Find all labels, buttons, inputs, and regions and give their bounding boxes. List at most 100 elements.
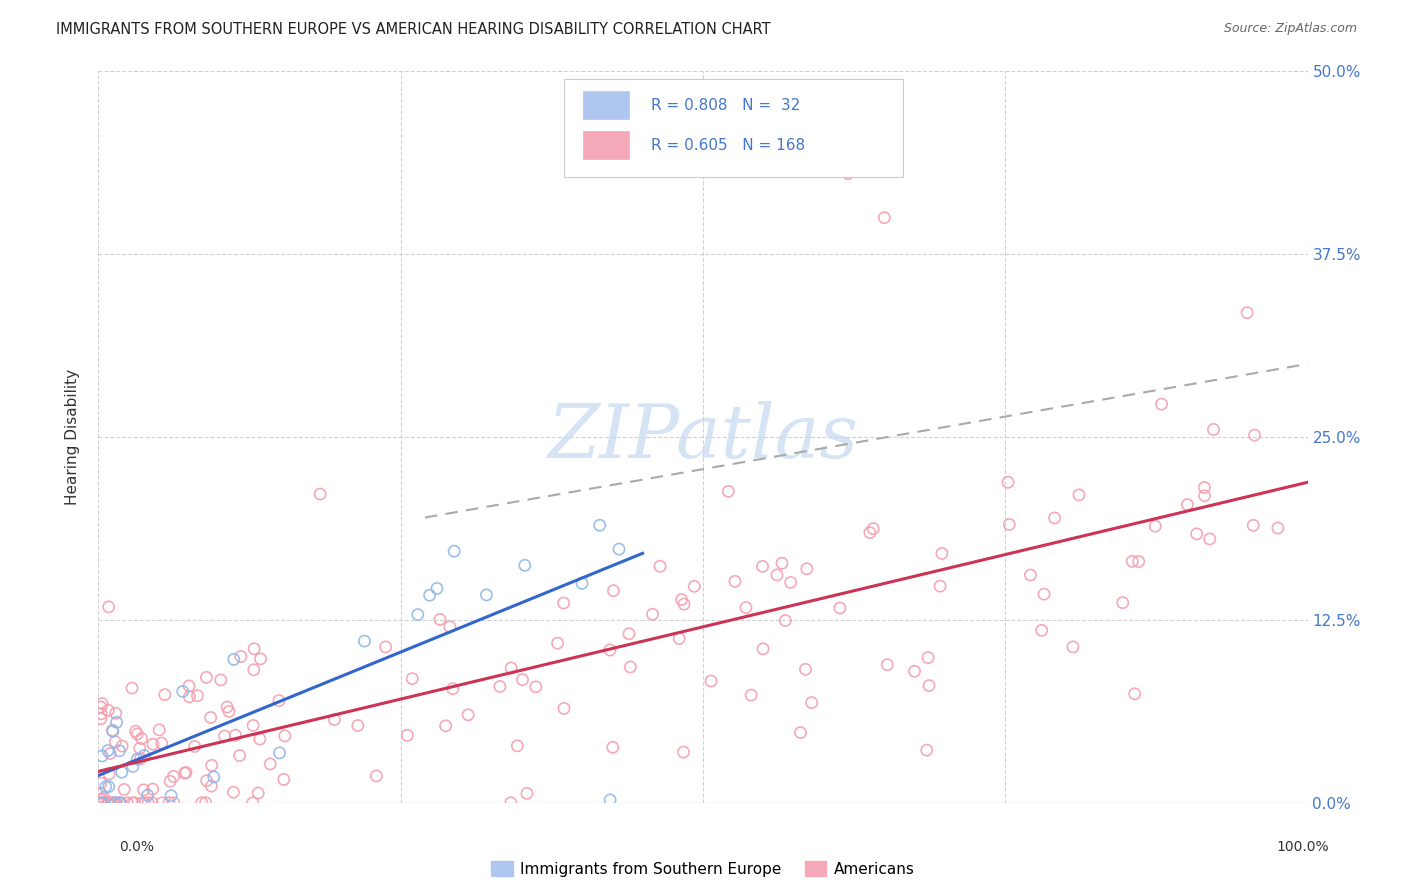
- Point: [599, 793, 621, 807]
- Point: [457, 707, 479, 722]
- Point: [159, 774, 181, 789]
- Point: [124, 796, 146, 810]
- Point: [766, 568, 789, 582]
- Point: [195, 773, 218, 788]
- Point: [873, 211, 896, 225]
- Point: [1123, 687, 1146, 701]
- Text: 0.0%: 0.0%: [120, 840, 155, 855]
- Point: [104, 735, 127, 749]
- Point: [396, 728, 419, 742]
- Point: [918, 679, 941, 693]
- Point: [700, 673, 723, 688]
- Point: [1194, 489, 1216, 503]
- Point: [553, 701, 575, 715]
- Point: [142, 782, 165, 797]
- Point: [101, 796, 124, 810]
- FancyBboxPatch shape: [564, 78, 903, 178]
- Point: [1267, 521, 1289, 535]
- Point: [672, 597, 695, 611]
- Point: [1236, 306, 1258, 320]
- Point: [903, 665, 925, 679]
- Point: [110, 796, 132, 810]
- Point: [794, 662, 817, 676]
- Point: [607, 542, 630, 557]
- Point: [190, 796, 212, 810]
- Point: [800, 696, 823, 710]
- Point: [127, 727, 149, 741]
- Point: [224, 728, 246, 742]
- Point: [91, 796, 114, 810]
- Point: [309, 487, 332, 501]
- Point: [247, 786, 270, 800]
- Point: [141, 796, 163, 810]
- Point: [859, 525, 882, 540]
- Point: [150, 796, 173, 810]
- Point: [489, 680, 512, 694]
- Point: [434, 719, 457, 733]
- Point: [177, 679, 200, 693]
- Point: [717, 484, 740, 499]
- Point: [837, 167, 859, 181]
- Point: [876, 657, 898, 672]
- Point: [162, 769, 184, 783]
- Point: [602, 740, 624, 755]
- Point: [617, 626, 640, 640]
- Point: [1150, 397, 1173, 411]
- Point: [90, 786, 112, 800]
- Point: [200, 710, 222, 724]
- Point: [553, 596, 575, 610]
- Point: [323, 713, 346, 727]
- Point: [103, 796, 125, 810]
- Point: [619, 660, 641, 674]
- Point: [443, 544, 465, 558]
- Point: [1185, 526, 1208, 541]
- Point: [142, 737, 165, 751]
- Point: [98, 796, 121, 810]
- Point: [172, 684, 194, 698]
- Point: [174, 765, 197, 780]
- Y-axis label: Hearing Disability: Hearing Disability: [65, 369, 80, 505]
- Point: [770, 556, 793, 570]
- Point: [406, 607, 429, 622]
- Point: [641, 607, 664, 622]
- Point: [91, 796, 114, 810]
- Text: Source: ZipAtlas.com: Source: ZipAtlas.com: [1223, 22, 1357, 36]
- Point: [201, 758, 224, 772]
- Point: [222, 785, 245, 799]
- Point: [441, 681, 464, 696]
- Point: [516, 786, 538, 800]
- Point: [1067, 488, 1090, 502]
- Point: [862, 522, 884, 536]
- Point: [132, 782, 155, 797]
- FancyBboxPatch shape: [583, 131, 630, 159]
- Point: [735, 600, 758, 615]
- Point: [1177, 498, 1199, 512]
- Point: [1033, 587, 1056, 601]
- FancyBboxPatch shape: [583, 91, 630, 119]
- Point: [90, 796, 112, 810]
- Text: IMMIGRANTS FROM SOUTHERN EUROPE VS AMERICAN HEARING DISABILITY CORRELATION CHART: IMMIGRANTS FROM SOUTHERN EUROPE VS AMERI…: [56, 22, 770, 37]
- Point: [91, 697, 114, 711]
- Point: [1241, 518, 1264, 533]
- Point: [917, 650, 939, 665]
- Point: [90, 792, 112, 806]
- Point: [243, 641, 266, 656]
- Point: [828, 601, 851, 615]
- Point: [501, 661, 523, 675]
- Point: [217, 700, 239, 714]
- Point: [1121, 554, 1143, 568]
- Point: [124, 724, 146, 739]
- Point: [90, 793, 112, 807]
- Point: [97, 796, 120, 810]
- Point: [186, 689, 208, 703]
- Point: [273, 772, 295, 787]
- Point: [157, 796, 180, 810]
- Point: [103, 796, 125, 810]
- Point: [111, 739, 134, 753]
- Point: [229, 649, 252, 664]
- Point: [796, 562, 818, 576]
- Point: [121, 796, 143, 810]
- Point: [374, 640, 396, 654]
- Point: [683, 579, 706, 593]
- Point: [267, 693, 290, 707]
